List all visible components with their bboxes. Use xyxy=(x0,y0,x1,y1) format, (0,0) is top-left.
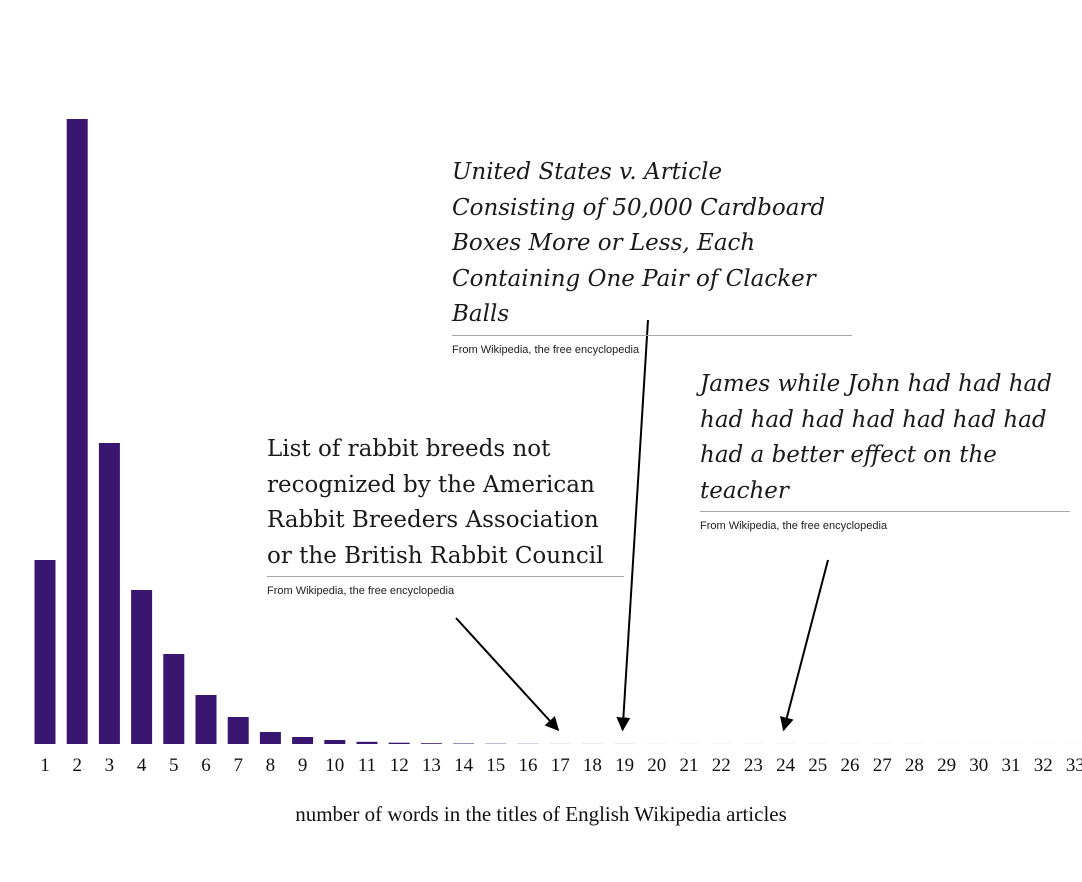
bar-10 xyxy=(324,740,346,744)
bar-1 xyxy=(34,560,56,744)
x-tick-label: 8 xyxy=(266,755,276,776)
bar-5 xyxy=(163,654,185,744)
x-tick-label: 22 xyxy=(712,755,731,776)
x-tick-label: 19 xyxy=(615,755,634,776)
x-tick-label: 30 xyxy=(969,755,988,776)
annotation-divider xyxy=(267,576,624,577)
x-tick-labels: 1 2 3 4 5 6 7 8 9 10 11 12 13 14 15 16 17 18 19 20 21 22 23 24 2… xyxy=(40,755,1082,776)
annotation-arrows xyxy=(455,319,829,732)
x-tick-label: 2 xyxy=(72,755,82,776)
x-tick-label: 32 xyxy=(1034,755,1053,776)
bar-14 xyxy=(453,743,475,744)
annotation-divider xyxy=(452,334,852,336)
annotation-arrow-24 xyxy=(780,559,829,732)
x-tick-label: 3 xyxy=(105,755,115,776)
x-tick-label: 14 xyxy=(454,755,474,776)
x-tick-label: 20 xyxy=(647,755,666,776)
x-tick-label: 11 xyxy=(358,755,376,776)
x-tick-label: 10 xyxy=(325,755,344,776)
x-tick-label: 25 xyxy=(808,755,827,776)
x-tick-label: 24 xyxy=(776,755,796,776)
x-tick-label: 16 xyxy=(519,755,538,776)
annotation-rabbit-breeds: List of rabbit breeds not recognized by … xyxy=(267,432,624,597)
x-tick-label: 21 xyxy=(680,755,699,776)
x-tick-label: 18 xyxy=(583,755,602,776)
annotation-divider xyxy=(700,511,1070,512)
x-tick-label: 17 xyxy=(551,755,570,776)
bar-6 xyxy=(195,695,217,744)
x-tick-label: 9 xyxy=(298,755,308,776)
annotation-title: List of rabbit breeds not recognized by … xyxy=(267,436,604,569)
x-tick-label: 31 xyxy=(1002,755,1021,776)
annotation-title: James while John had had had had had had… xyxy=(700,371,1052,504)
annotation-had-had: James while John had had had had had had… xyxy=(700,367,1070,532)
x-tick-label: 28 xyxy=(905,755,924,776)
bar-4 xyxy=(131,590,153,744)
x-tick-label: 12 xyxy=(390,755,409,776)
annotation-arrow-17 xyxy=(455,617,560,732)
bars-group xyxy=(34,119,1082,744)
bar-3 xyxy=(98,443,120,744)
x-tick-label: 33 xyxy=(1066,755,1082,776)
bar-11 xyxy=(356,741,378,744)
bar-12 xyxy=(388,742,410,744)
x-tick-label: 15 xyxy=(486,755,505,776)
bar-9 xyxy=(292,737,314,744)
x-tick-label: 13 xyxy=(422,755,441,776)
annotation-arrow-19 xyxy=(616,319,649,732)
bar-8 xyxy=(259,732,281,744)
x-tick-label: 26 xyxy=(841,755,860,776)
x-axis-label: number of words in the titles of English… xyxy=(295,802,787,826)
annotation-clacker-balls: United States v. Article Consisting of 5… xyxy=(452,155,852,356)
x-tick-label: 1 xyxy=(40,755,50,776)
x-tick-label: 4 xyxy=(137,755,147,776)
bar-13 xyxy=(420,743,442,744)
x-tick-label: 23 xyxy=(744,755,763,776)
annotation-source: From Wikipedia, the free encyclopedia xyxy=(267,585,455,597)
bar-2 xyxy=(66,119,88,744)
x-tick-label: 5 xyxy=(169,755,179,776)
x-tick-label: 7 xyxy=(233,755,243,776)
x-tick-label: 29 xyxy=(937,755,956,776)
x-tick-label: 6 xyxy=(201,755,211,776)
annotation-source: From Wikipedia, the free encyclopedia xyxy=(452,343,640,356)
annotation-title: United States v. Article Consisting of 5… xyxy=(452,159,826,327)
bar-7 xyxy=(227,717,249,744)
x-tick-label: 27 xyxy=(873,755,892,776)
annotation-source: From Wikipedia, the free encyclopedia xyxy=(700,520,888,532)
